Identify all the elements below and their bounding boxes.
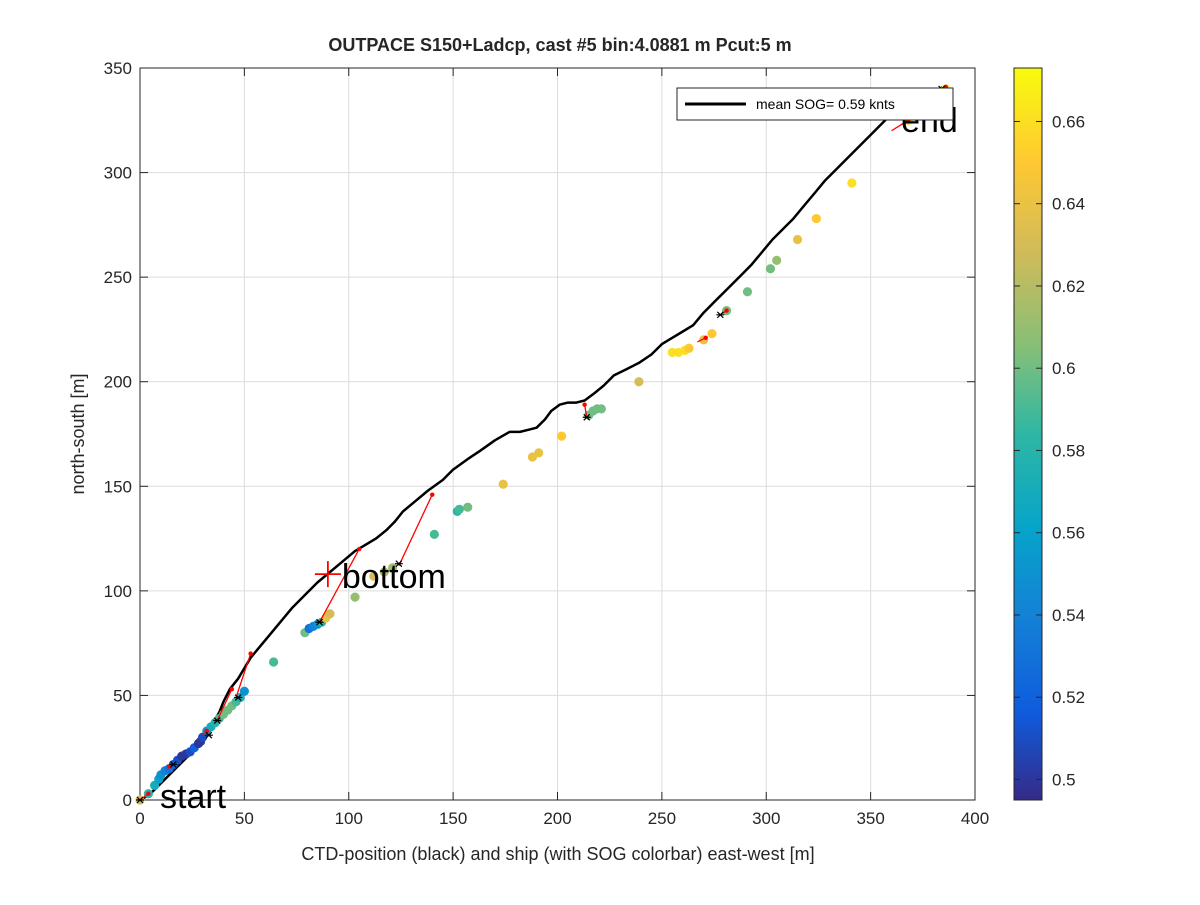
y-tick-label: 250	[104, 268, 132, 287]
connector-dot	[146, 791, 151, 796]
red-connectors	[139, 84, 948, 801]
ctd-marker	[213, 717, 222, 724]
ctd-marker	[582, 413, 591, 421]
y-tick-label: 150	[104, 477, 132, 496]
ctd-track-line	[139, 85, 945, 802]
x-tick-label: 0	[135, 809, 144, 828]
connector-line	[235, 653, 252, 698]
y-tick-label: 200	[104, 373, 132, 392]
plot-area	[135, 84, 951, 805]
sog-point	[463, 502, 473, 512]
y-tick-label: 350	[104, 59, 132, 78]
sog-point	[379, 567, 389, 577]
y-axis-ticks: 0 50 100 150 200 250 300 350	[104, 59, 975, 810]
colorbar-tick-label: 0.52	[1052, 688, 1085, 707]
sog-point	[596, 404, 606, 414]
colorbar-tick-label: 0.6	[1052, 359, 1076, 378]
ctd-marker	[169, 761, 178, 768]
legend-label: mean SOG= 0.59 knts	[756, 96, 895, 112]
sog-point	[498, 479, 508, 489]
colorbar-tick-label: 0.54	[1052, 606, 1085, 625]
connector-dot	[248, 651, 253, 656]
sog-point	[150, 780, 160, 790]
colorbar-ticks: 0.5 0.52 0.54 0.56 0.58 0.6 0.62 0.64 0.66	[1014, 112, 1085, 789]
connector-line	[216, 688, 233, 721]
sog-point	[742, 287, 753, 297]
y-tick-label: 0	[123, 791, 132, 810]
sog-point	[268, 657, 279, 667]
sog-point	[811, 213, 821, 224]
grid-lines	[139, 67, 976, 801]
y-axis-label: north-south [m]	[68, 373, 88, 494]
x-tick-label: 200	[543, 809, 571, 828]
ctd-marker	[315, 618, 324, 626]
sog-point	[847, 178, 857, 188]
sog-point	[239, 686, 249, 696]
ctd-markers	[136, 85, 946, 804]
colorbar-tick-label: 0.58	[1052, 441, 1085, 460]
sog-point	[684, 343, 694, 353]
connector-dot	[356, 546, 362, 552]
ctd-marker	[204, 731, 213, 739]
sog-point	[634, 377, 644, 387]
ctd-marker	[394, 560, 403, 568]
y-tick-label: 300	[104, 164, 132, 183]
colorbar-tick-label: 0.5	[1052, 770, 1076, 789]
sog-point	[527, 452, 538, 462]
y-tick-label: 50	[113, 686, 132, 705]
connector-line	[891, 119, 909, 132]
annotation-bottom: bottom	[342, 558, 446, 596]
y-tick-label: 100	[104, 582, 132, 601]
sog-point	[350, 592, 360, 602]
ctd-track-series	[139, 85, 945, 802]
sog-point	[772, 255, 782, 266]
colorbar-tick-label: 0.64	[1052, 195, 1085, 214]
connector-dot	[167, 764, 172, 769]
ship-sog-points	[135, 84, 951, 805]
sog-point	[387, 563, 398, 573]
x-tick-label: 50	[235, 809, 254, 828]
connector-dot	[430, 492, 435, 497]
ctd-marker	[234, 694, 243, 701]
sog-point	[534, 448, 544, 458]
sog-point	[369, 571, 379, 581]
x-tick-label: 100	[335, 809, 363, 828]
x-tick-label: 250	[648, 809, 676, 828]
x-tick-label: 350	[856, 809, 884, 828]
sog-point	[765, 264, 776, 274]
sog-point	[792, 234, 803, 245]
colorbar-tick-label: 0.62	[1052, 277, 1085, 296]
connector-dot	[229, 686, 235, 692]
sog-point	[429, 529, 439, 539]
annotation-start: start	[160, 778, 227, 816]
x-tick-label: 400	[961, 809, 989, 828]
legend: mean SOG= 0.59 knts	[676, 87, 954, 121]
x-tick-label: 150	[439, 809, 467, 828]
colorbar	[1013, 67, 1043, 801]
connector-dot	[204, 728, 209, 734]
connector-line	[398, 494, 433, 567]
ctd-marker	[136, 796, 144, 804]
sog-point	[707, 329, 717, 339]
sog-point	[325, 609, 335, 619]
bottom-cross-marker	[314, 561, 341, 588]
colorbar-tick-label: 0.66	[1052, 112, 1085, 131]
connector-line	[318, 548, 360, 623]
x-axis-ticks: 0 50 100 150 200 250 300 350 400	[135, 68, 989, 828]
chart-title: OUTPACE S150+Ladcp, cast #5 bin:4.0881 m…	[328, 35, 791, 55]
connector-dot	[703, 335, 708, 340]
connector-dot	[582, 402, 587, 407]
ctd-marker	[716, 311, 725, 319]
x-tick-label: 300	[752, 809, 780, 828]
connector-dot	[724, 308, 729, 313]
sog-point	[454, 504, 464, 514]
x-axis-label: CTD-position (black) and ship (with SOG …	[301, 844, 814, 864]
colorbar-tick-label: 0.56	[1052, 524, 1085, 543]
sog-point	[557, 431, 567, 441]
